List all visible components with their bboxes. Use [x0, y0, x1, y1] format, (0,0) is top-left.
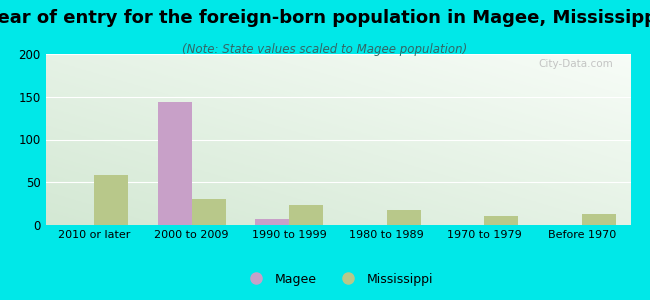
Text: (Note: State values scaled to Magee population): (Note: State values scaled to Magee popu… — [183, 44, 467, 56]
Text: City-Data.com: City-Data.com — [538, 59, 613, 69]
Bar — [192, 199, 226, 225]
Bar — [484, 216, 519, 225]
Legend: Magee, Mississippi: Magee, Mississippi — [238, 268, 438, 291]
Bar — [289, 205, 324, 225]
Bar — [255, 219, 289, 225]
Bar — [94, 176, 129, 225]
Bar — [387, 210, 421, 225]
Bar — [582, 214, 616, 225]
Text: Year of entry for the foreign-born population in Magee, Mississippi: Year of entry for the foreign-born popul… — [0, 9, 650, 27]
Bar — [157, 102, 192, 225]
